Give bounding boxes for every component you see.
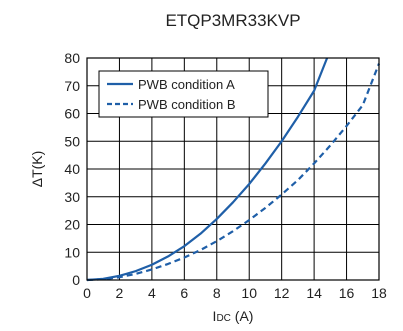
y-tick-label: 80 xyxy=(64,50,80,66)
x-tick-label: 18 xyxy=(371,285,387,301)
chart-title: ETQP3MR33KVP xyxy=(165,11,300,30)
legend: PWB condition A PWB condition B xyxy=(98,70,269,118)
tick-labels: 0 2 4 6 8 10 12 14 16 18 0 10 20 30 40 50 60 70 80 xyxy=(64,50,387,301)
y-tick-label: 50 xyxy=(64,133,80,149)
y-tick-label: 0 xyxy=(72,272,80,288)
x-axis-label-main: I xyxy=(213,308,217,324)
x-axis-label: IDC (A) xyxy=(213,308,254,324)
series-line-a xyxy=(86,57,329,282)
x-axis-label-unit: (A) xyxy=(231,308,254,324)
legend-label-series-b: PWB condition B xyxy=(138,97,236,112)
y-axis-label: ΔT(K) xyxy=(29,151,45,188)
x-tick-label: 8 xyxy=(213,285,221,301)
series-line-b xyxy=(86,63,381,282)
x-tick-label: 0 xyxy=(83,285,91,301)
x-tick-label: 10 xyxy=(241,285,257,301)
series-layer xyxy=(86,57,381,282)
x-axis-label-subscript: DC xyxy=(216,313,230,324)
y-tick-label: 60 xyxy=(64,106,80,122)
y-tick-label: 40 xyxy=(64,161,80,177)
x-tick-label: 6 xyxy=(180,285,188,301)
y-tick-label: 70 xyxy=(64,78,80,94)
y-tick-label: 30 xyxy=(64,189,80,205)
plot-frame xyxy=(86,57,380,281)
x-tick-label: 14 xyxy=(306,285,322,301)
x-tick-label: 4 xyxy=(148,285,156,301)
x-tick-label: 16 xyxy=(339,285,355,301)
y-tick-label: 20 xyxy=(64,217,80,233)
y-tick-label: 10 xyxy=(64,244,80,260)
legend-label-series-a: PWB condition A xyxy=(138,77,235,92)
legend-box xyxy=(98,70,269,118)
x-tick-label: 12 xyxy=(274,285,290,301)
x-tick-label: 2 xyxy=(116,285,124,301)
